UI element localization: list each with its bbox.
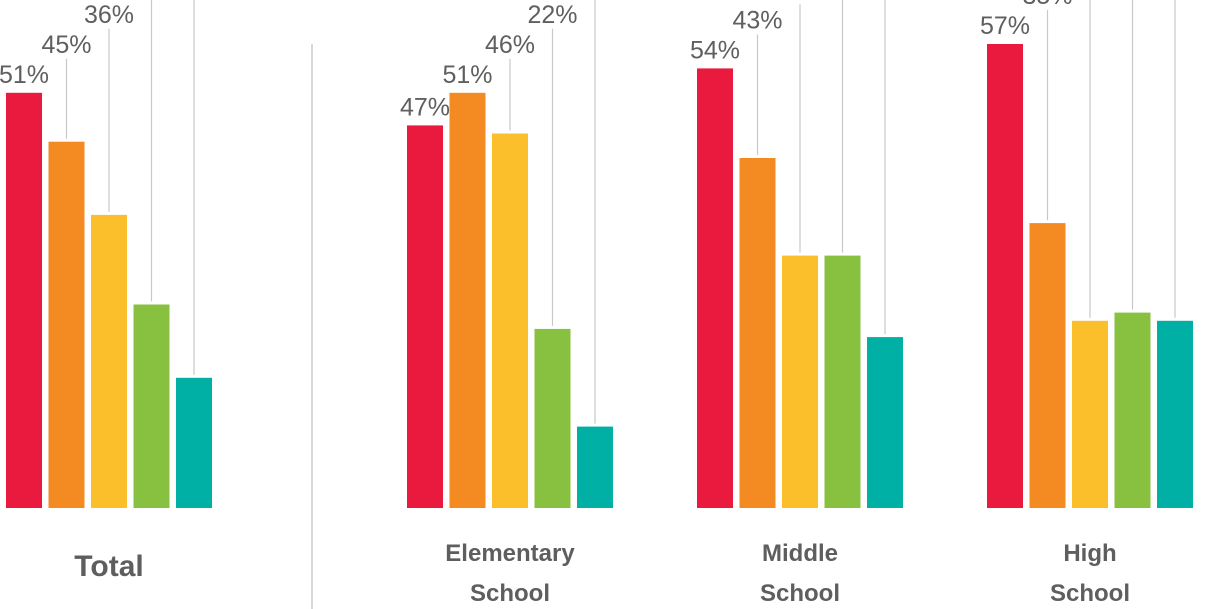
value-label-total-1: 51%: [0, 61, 49, 89]
bars-layer: [6, 44, 1193, 509]
group-labels-layer: Total Elementary School Middle School High Sch…: [74, 540, 1130, 607]
bar-total-4: [133, 304, 170, 508]
category-label-high-school-line-2: School: [1050, 580, 1130, 607]
bar-total-2: [48, 141, 85, 508]
bar-middle-school-4: [824, 255, 861, 508]
value-label-elementary-school-4: 22%: [527, 1, 577, 29]
value-label-middle-school-1: 54%: [690, 36, 740, 64]
category-label-total: Total: [74, 550, 143, 583]
bar-middle-school-3: [782, 255, 818, 508]
bar-high-school-3: [1072, 320, 1108, 508]
bar-middle-school-5: [867, 337, 903, 508]
value-label-elementary-school-2: 51%: [442, 61, 492, 89]
value-label-elementary-school-1: 47%: [400, 93, 450, 121]
bar-high-school-1: [987, 44, 1023, 508]
category-label-middle-school-line-2: School: [760, 580, 840, 607]
bar-high-school-4: [1114, 312, 1151, 508]
bar-total-5: [176, 377, 212, 508]
category-label-elementary-school-line-2: School: [470, 580, 550, 607]
bar-elementary-school-2: [449, 92, 486, 509]
value-label-total-2: 45%: [41, 31, 91, 59]
bar-middle-school-2: [739, 158, 776, 508]
bar-total-1: [6, 92, 42, 509]
category-label-elementary-school-line-1: Elementary: [445, 540, 575, 567]
value-label-middle-school-2: 43%: [732, 6, 782, 34]
leader-lines-layer: [65, 0, 1176, 424]
value-label-total-3: 36%: [84, 1, 134, 29]
value-label-high-school-1: 57%: [980, 12, 1030, 40]
bar-total-3: [91, 214, 127, 508]
value-label-middle-school-3: 31%: [775, 0, 825, 4]
bar-middle-school-1: [697, 68, 733, 509]
category-label-high-school-line-1: High: [1063, 540, 1116, 567]
bar-elementary-school-5: [577, 426, 613, 508]
category-label-middle-school-line-1: Middle: [762, 540, 838, 567]
value-label-high-school-2: 35%: [1022, 0, 1072, 10]
value-label-elementary-school-3: 46%: [485, 31, 535, 59]
value-labels-layer: 51%45%36%25%16%47%51%46%22%10%54%43%31%3…: [0, 0, 1073, 121]
bar-elementary-school-4: [534, 328, 571, 508]
bar-high-school-2: [1029, 223, 1066, 508]
bar-high-school-5: [1157, 320, 1193, 508]
bar-elementary-school-1: [407, 125, 443, 509]
bar-elementary-school-3: [492, 133, 528, 508]
